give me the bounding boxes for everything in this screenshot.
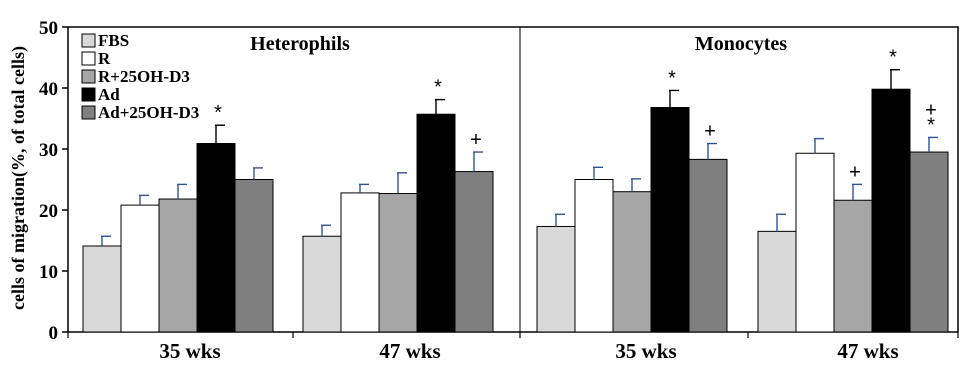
panel-title-heterophils: Heterophils [250, 33, 350, 55]
significance-marker-heterophils-47-wks-ad-25oh-d3: + [470, 129, 482, 151]
panel-title-monocytes: Monocytes [695, 33, 787, 55]
chart-bars: **+*++*+* [82, 47, 949, 333]
y-axis-label: cells of migration(%, of total cells) [8, 46, 29, 310]
bar-heterophils-35-wks-r-25oh-d3 [158, 198, 198, 333]
bar-heterophils-47-wks-ad [416, 113, 456, 333]
y-tick-label-30: 30 [39, 140, 58, 161]
bar-heterophils-47-wks-r-25oh-d3 [378, 193, 418, 333]
y-tick-label-20: 20 [39, 201, 58, 222]
group-label-heterophils-35-wks: 35 wks [159, 339, 220, 363]
group-label-monocytes-35-wks: 35 wks [615, 339, 676, 363]
chart-axes: 0 10 20 30 40 50 Heterophils Monocytes 35 wks 47 … [39, 18, 959, 363]
significance-marker-heterophils-35-wks-ad: * [214, 102, 222, 124]
bar-heterophils-47-wks-fbs [302, 235, 342, 333]
legend-label-r-25oh-d3: R+25OH-D3 [98, 67, 190, 86]
significance-marker-monocytes-35-wks-ad-25oh-d3: + [704, 121, 716, 143]
legend-label-r: R [98, 49, 111, 68]
bar-heterophils-47-wks-ad-25oh-d3 [454, 171, 494, 333]
legend-label-ad: Ad [98, 85, 120, 104]
bar-heterophils-35-wks-r [120, 204, 160, 333]
y-tick-label-10: 10 [39, 262, 58, 283]
bar-monocytes-35-wks-ad-25oh-d3 [688, 158, 728, 333]
significance-marker-monocytes-47-wks-r-25oh-d3: + [849, 161, 861, 183]
bar-monocytes-35-wks-ad [650, 107, 690, 333]
bar-heterophils-47-wks-r [340, 192, 380, 333]
y-tick-label-40: 40 [39, 79, 58, 100]
bar-monocytes-35-wks-r [574, 179, 614, 333]
plot-frame [67, 26, 959, 333]
legend-swatch-r-25oh-d3 [81, 69, 96, 84]
significance-marker-heterophils-47-wks-ad: * [434, 77, 442, 99]
significance-marker-monocytes-35-wks-ad: * [668, 67, 676, 89]
legend-swatch-ad-25oh-d3 [81, 105, 96, 120]
significance-marker-monocytes-47-wks-ad-25oh-d3-0: + [925, 99, 937, 121]
y-tick-label-50: 50 [39, 18, 58, 39]
legend-swatch-r [81, 51, 96, 66]
bar-heterophils-35-wks-ad [196, 143, 236, 333]
bar-monocytes-47-wks-ad-25oh-d3 [909, 151, 949, 333]
significance-marker-monocytes-47-wks-ad-25oh-d3-1: * [927, 114, 935, 136]
bar-monocytes-47-wks-r [795, 152, 835, 333]
legend-swatch-fbs [81, 33, 96, 48]
bar-monocytes-35-wks-fbs [536, 225, 576, 333]
significance-marker-monocytes-47-wks-ad: * [889, 47, 897, 69]
bar-monocytes-35-wks-r-25oh-d3 [612, 191, 652, 333]
bar-monocytes-47-wks-ad [871, 88, 911, 333]
legend-swatch-ad [81, 87, 96, 102]
bar-heterophils-35-wks-ad-25oh-d3 [234, 179, 274, 333]
bar-monocytes-47-wks-fbs [757, 230, 797, 333]
bar-monocytes-47-wks-r-25oh-d3 [833, 199, 873, 333]
legend-label-ad-25oh-d3: Ad+25OH-D3 [98, 103, 199, 122]
bar-heterophils-35-wks-fbs [82, 245, 122, 333]
legend-label-fbs: FBS [98, 31, 129, 50]
y-tick-label-0: 0 [49, 323, 59, 344]
group-label-heterophils-47-wks: 47 wks [379, 339, 440, 363]
group-label-monocytes-47-wks: 47 wks [837, 339, 898, 363]
